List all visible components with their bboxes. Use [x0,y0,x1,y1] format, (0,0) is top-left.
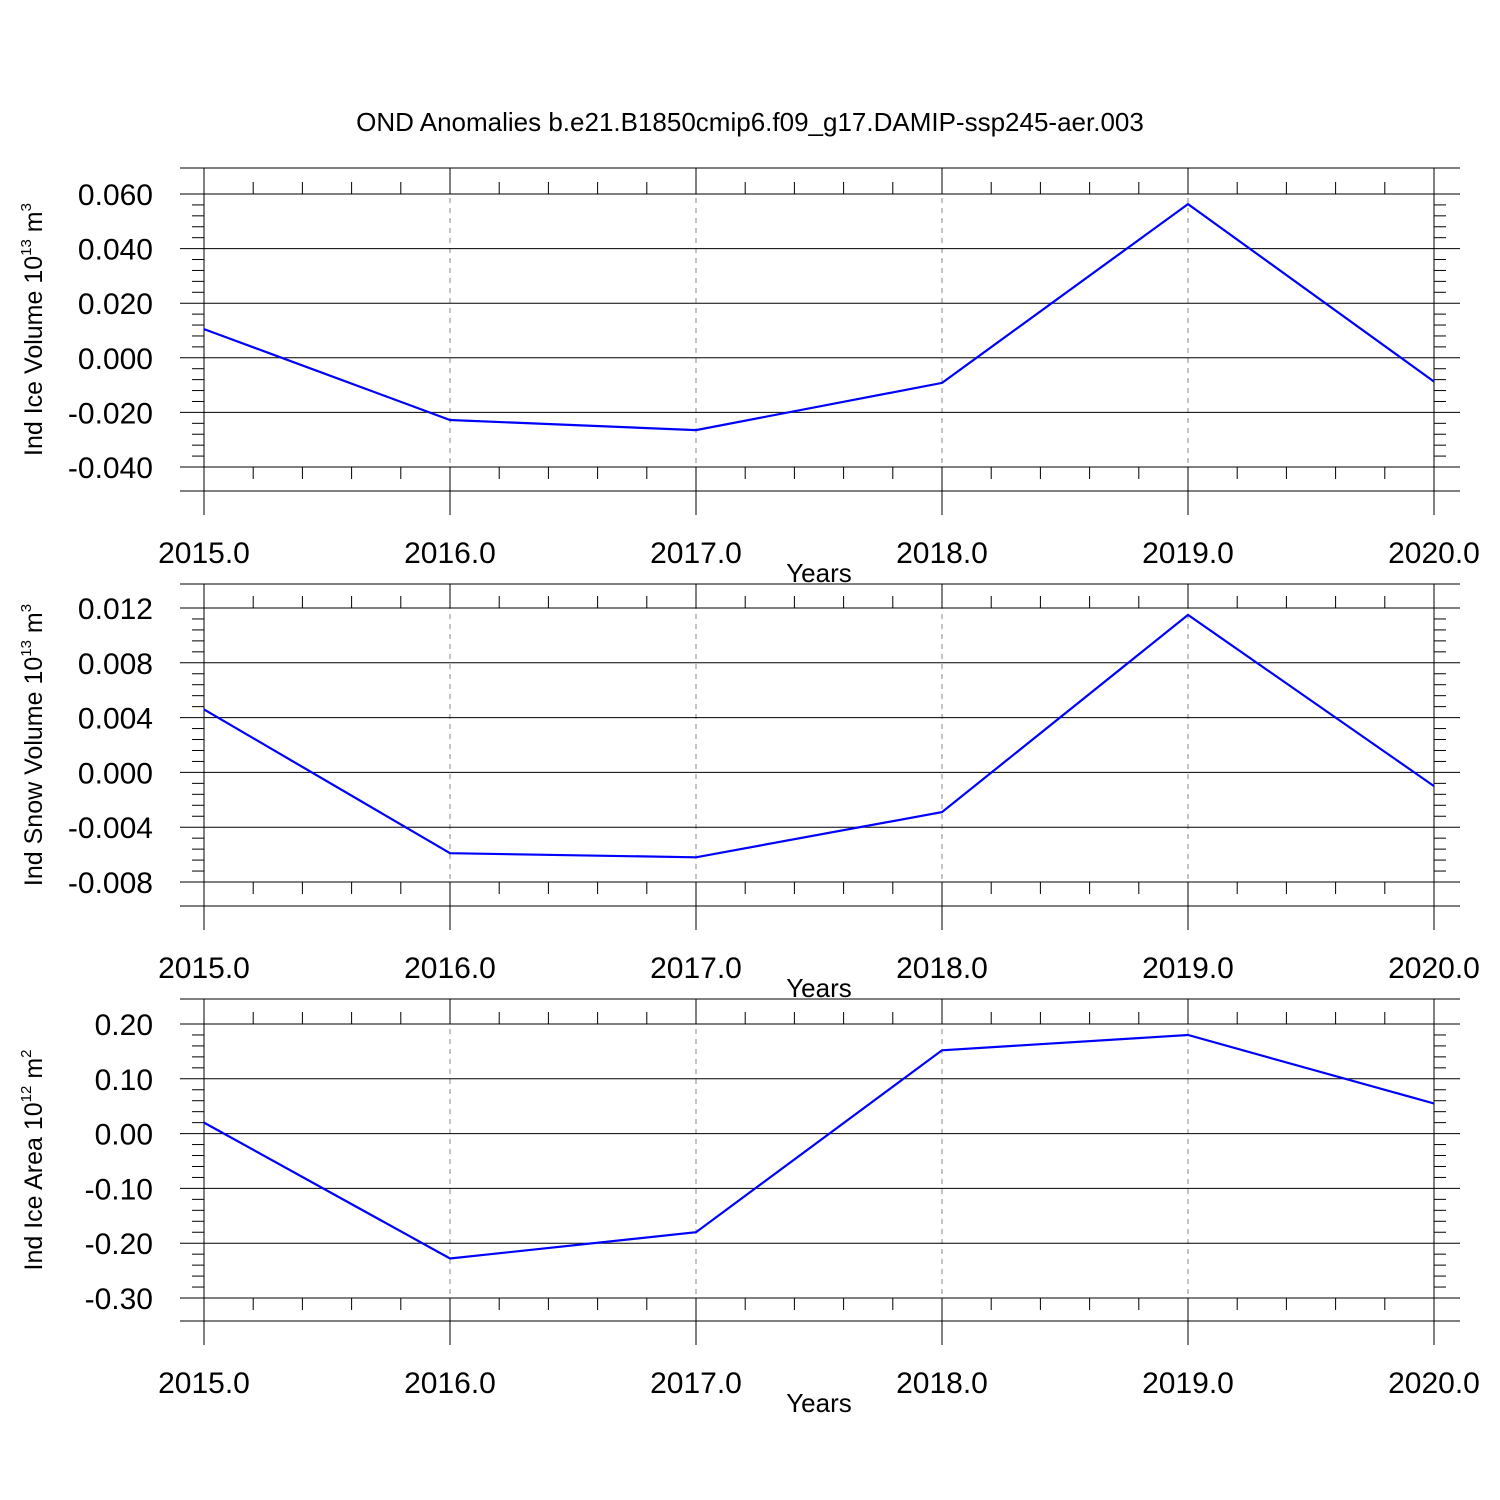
chart-panel-3: -0.30 -0.20 -0.10 0.00 0.10 0.20 2015.0 2016.0 2… [18,998,1480,1418]
series-line [203,1033,1435,1260]
y-axis-label: Ind Ice Area 1012 m2 [18,1050,48,1271]
y-tick-label: 0.012 [78,593,153,626]
chart-panel-2: -0.008 -0.004 0.000 0.004 0.008 0.012 2015.0 20… [18,583,1480,1003]
y-tick-label: 0.20 [95,1009,153,1042]
x-tick-label: 2019.0 [1142,1367,1234,1400]
y-tick-label: -0.30 [85,1283,153,1316]
x-tick-label: 2019.0 [1142,537,1234,570]
y-tick-label: -0.008 [68,867,153,900]
series-line [203,202,1435,432]
x-tick-label: 2020.0 [1388,952,1480,985]
y-tick-label: 0.000 [78,343,153,376]
x-tick-label: 2019.0 [1142,952,1234,985]
y-tick-label: 0.060 [78,179,153,212]
x-tick-label: 2017.0 [650,1367,742,1400]
x-tick-label: 2015.0 [158,537,250,570]
y-axis-label: Ind Snow Volume 1013 m3 [18,604,48,886]
x-axis-label: Years [786,558,852,588]
panels: -0.040 -0.020 0.000 0.020 0.040 0.060 2015.0 20… [18,167,1480,1418]
x-tick-label: 2016.0 [404,1367,496,1400]
x-tick-label: 2015.0 [158,952,250,985]
y-tick-label: 0.004 [78,703,153,736]
x-tick-label: 2018.0 [896,1367,988,1400]
chart-panel-1: -0.040 -0.020 0.000 0.020 0.040 0.060 2015.0 20… [18,167,1480,588]
y-tick-label: -0.004 [68,812,153,845]
x-axis-label: Years [786,973,852,1003]
y-tick-label: 0.008 [78,648,153,681]
x-tick-label: 2020.0 [1388,537,1480,570]
y-tick-label: 0.020 [78,288,153,321]
x-tick-label: 2020.0 [1388,1367,1480,1400]
y-tick-label: -0.020 [68,397,153,430]
x-tick-label: 2018.0 [896,537,988,570]
x-tick-label: 2018.0 [896,952,988,985]
y-tick-label: 0.040 [78,234,153,267]
y-axis-label: Ind Ice Volume 1013 m3 [18,203,48,456]
y-tick-label: -0.040 [68,452,153,485]
series-line [203,613,1435,859]
figure-title: OND Anomalies b.e21.B1850cmip6.f09_g17.D… [356,107,1144,137]
x-tick-label: 2016.0 [404,952,496,985]
y-tick-label: 0.00 [95,1119,153,1152]
y-tick-label: 0.000 [78,757,153,790]
y-tick-label: -0.10 [85,1173,153,1206]
y-tick-label: 0.10 [95,1064,153,1097]
y-tick-label: -0.20 [85,1228,153,1261]
x-tick-label: 2017.0 [650,537,742,570]
x-tick-label: 2017.0 [650,952,742,985]
x-tick-label: 2015.0 [158,1367,250,1400]
x-axis-label: Years [786,1388,852,1418]
x-tick-label: 2016.0 [404,537,496,570]
